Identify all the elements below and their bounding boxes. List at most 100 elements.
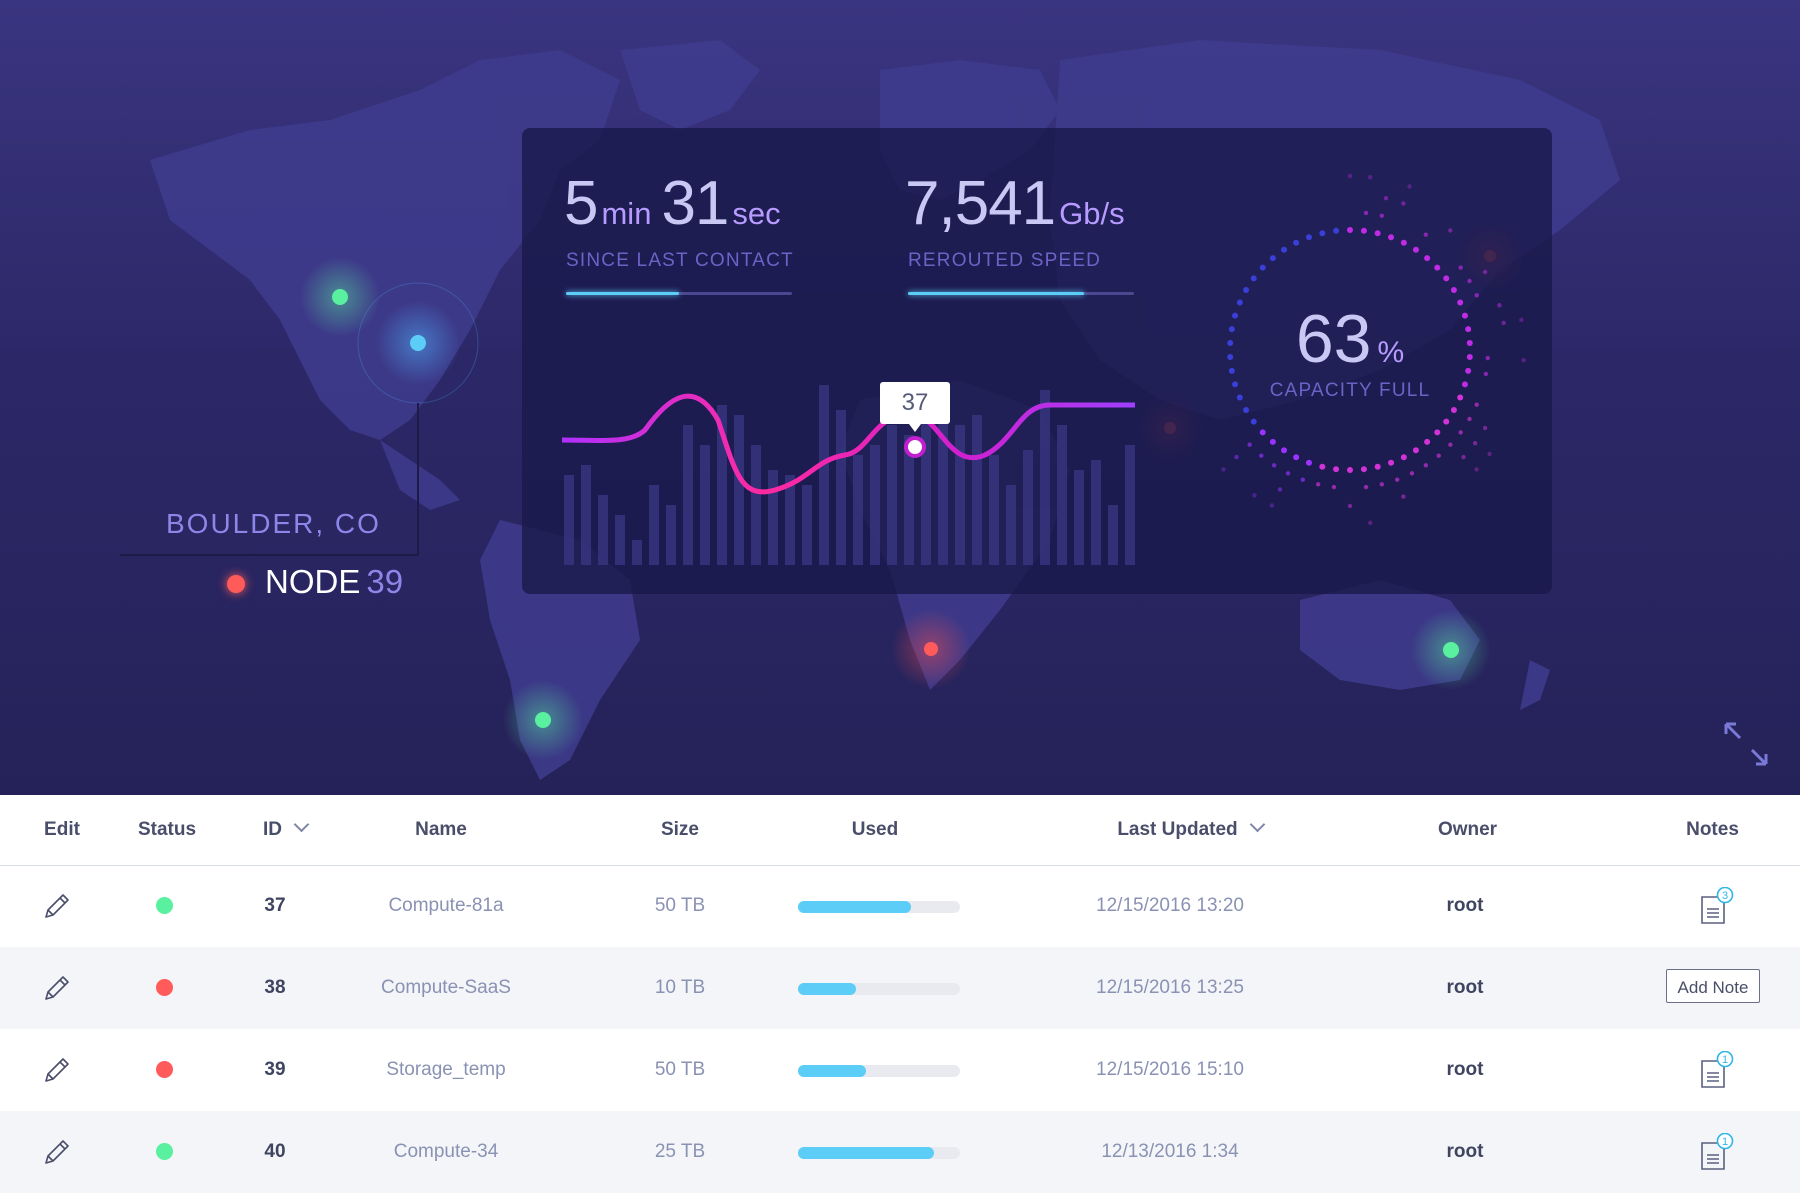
col-edit: Edit [20,795,104,865]
expand-icon[interactable] [1722,720,1770,768]
used-bar [798,1065,960,1077]
capacity-dot [1281,447,1287,453]
pencil-icon[interactable] [40,971,74,1005]
capacity-dot [1497,303,1501,307]
chart-bar [853,455,863,565]
used-bar-fill [798,1147,934,1159]
chart-bar [768,470,778,565]
capacity-dot [1401,454,1407,460]
capacity-dot [1448,443,1452,447]
capacity-dot [1458,430,1462,434]
chart-bar [1040,390,1050,565]
capacity-dot [1475,402,1479,406]
capacity-dot [1522,358,1526,362]
capacity-dot [1306,460,1312,466]
capacity-dot [1410,471,1414,475]
cell-size: 25 TB [630,1111,730,1193]
table-row[interactable]: 39 Storage_temp 50 TB 12/15/2016 15:10 r… [0,1029,1800,1111]
capacity-label: CAPACITY FULL [1200,380,1500,402]
capacity-dot [1401,201,1405,205]
chart-bar [632,540,642,565]
table-row[interactable]: 38 Compute-SaaS 10 TB 12/15/2016 13:25 r… [0,947,1800,1029]
capacity-dot [1451,407,1457,413]
capacity-dot [1332,485,1336,489]
pencil-icon[interactable] [40,1135,74,1169]
capacity-dot [1483,426,1487,430]
capacity-dot [1368,521,1372,525]
capacity-dot [1519,318,1523,322]
capacity-dot [1467,417,1471,421]
capacity-dot [1448,228,1452,232]
capacity-dot [1467,279,1471,283]
document-icon[interactable]: 3 [1698,887,1734,927]
capacity-dot [1434,265,1440,271]
cell-name[interactable]: Compute-SaaS [350,947,542,1029]
capacity-dot [1424,255,1430,261]
chart-bar [581,465,591,565]
chart-marker[interactable] [906,438,924,456]
capacity-dot [1247,443,1251,447]
cell-last-updated: 12/15/2016 13:20 [1070,865,1270,947]
capacity-dot [1301,477,1305,481]
capacity-dot [1437,454,1441,458]
capacity-dot [1333,228,1339,234]
chart-bar [649,485,659,565]
capacity-dot [1424,233,1428,237]
add-note-button[interactable]: Add Note [1666,969,1760,1003]
capacity-dot [1380,482,1384,486]
chart-bars [564,385,1135,565]
capacity-dot [1473,441,1477,445]
capacity-dot [1278,487,1282,491]
chart-bar [989,455,999,565]
capacity-dot [1260,265,1266,271]
document-icon[interactable]: 1 [1698,1051,1734,1091]
cell-name[interactable]: Storage_temp [350,1029,542,1111]
capacity-dot [1486,356,1490,360]
pencil-icon[interactable] [40,889,74,923]
chevron-down-icon[interactable] [1249,817,1265,833]
col-id[interactable]: ID [240,795,330,865]
col-notes: Notes [1660,795,1765,865]
chevron-down-icon[interactable] [294,817,310,833]
speed-label: REROUTED SPEED [908,250,1101,272]
node-label: NODE 39 [265,563,403,601]
chart-bar [870,445,880,565]
capacity-unit: % [1377,336,1404,369]
used-bar [798,983,960,995]
document-icon[interactable]: 1 [1698,1133,1734,1173]
used-bar-fill [798,901,911,913]
col-last-updated[interactable]: Last Updated [1090,795,1290,865]
cell-owner: root [1420,865,1510,947]
chart-bar [1023,450,1033,565]
location-city: BOULDER, CO [166,508,381,540]
cell-id: 37 [240,865,310,947]
status-dot [156,1061,173,1078]
chart-bar [1074,470,1084,565]
capacity-dot [1293,240,1299,246]
cell-name[interactable]: Compute-34 [350,1111,542,1193]
capacity-dot [1306,234,1312,240]
cell-last-updated: 12/13/2016 1:34 [1070,1111,1270,1193]
rerouted-speed: 7,541 Gb/s [905,168,1135,239]
cell-id: 40 [240,1111,310,1193]
chart-bar [1006,485,1016,565]
chart-bar [666,505,676,565]
table-row[interactable]: 37 Compute-81a 50 TB 12/15/2016 13:20 ro… [0,865,1800,947]
chart-bar [972,415,982,565]
notes-count: 1 [1722,1054,1728,1066]
capacity-dot [1361,466,1367,472]
status-dot [156,979,173,996]
capacity-number: 63 [1296,301,1372,377]
cell-name[interactable]: Compute-81a [350,865,542,947]
capacity-dot [1251,419,1257,425]
capacity-dot [1319,464,1325,470]
capacity-dot [1368,175,1372,179]
speed-value: 7,541 [905,169,1055,238]
pencil-icon[interactable] [40,1053,74,1087]
contact-label: SINCE LAST CONTACT [566,250,794,272]
notes-count: 3 [1722,890,1728,902]
col-id-label: ID [263,819,282,840]
table-row[interactable]: 40 Compute-34 25 TB 12/13/2016 1:34 root… [0,1111,1800,1193]
capacity-dot [1348,504,1352,508]
used-bar-fill [798,983,856,995]
